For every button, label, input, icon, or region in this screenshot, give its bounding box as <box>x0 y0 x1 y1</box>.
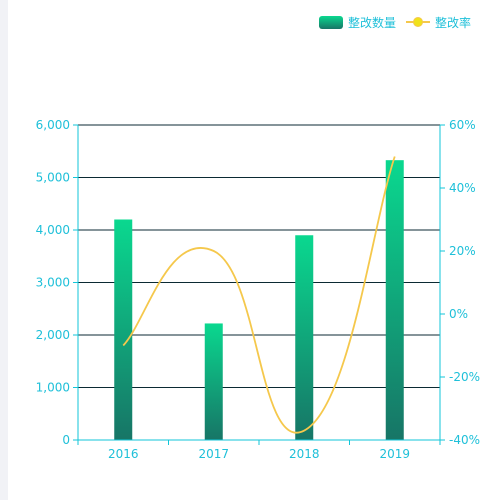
left-axis-tick-label: 0 <box>62 433 70 447</box>
right-axis-tick-label: 20% <box>449 244 476 258</box>
right-axis-tick-label: -20% <box>449 370 480 384</box>
line-series <box>122 156 396 434</box>
bar <box>385 160 404 441</box>
legend-item-bar[interactable]: 整改数量 <box>319 15 396 30</box>
x-axis-tick-label: 2016 <box>108 447 139 461</box>
legend-bar-swatch <box>319 16 343 29</box>
left-axis-tick-label: 5,000 <box>36 171 70 185</box>
bar-series <box>114 160 404 441</box>
grid-lines <box>78 124 440 388</box>
axes <box>73 124 445 445</box>
left-axis-tick-label: 6,000 <box>36 118 70 132</box>
right-axis-tick-label: -40% <box>449 433 480 447</box>
x-axis-tick-labels: 2016 2017 2018 2019 <box>108 447 410 461</box>
left-axis-tick-label: 1,000 <box>36 381 70 395</box>
right-axis-tick-labels: -40% -20% 0% 20% 40% 60% <box>449 118 480 447</box>
bar <box>114 219 133 440</box>
legend-item-line[interactable]: 整改率 <box>406 15 471 30</box>
left-axis-tick-label: 4,000 <box>36 223 70 237</box>
bar <box>295 235 314 440</box>
legend-line-marker <box>413 17 423 27</box>
legend-label-bar: 整改数量 <box>348 15 396 30</box>
right-axis-tick-label: 40% <box>449 181 476 195</box>
bar <box>204 323 223 440</box>
x-axis-tick-label: 2017 <box>198 447 229 461</box>
legend-label-line: 整改率 <box>435 15 471 30</box>
left-edge-strip <box>0 0 8 500</box>
right-axis-tick-label: 0% <box>449 307 468 321</box>
left-axis-tick-labels: 0 1,000 2,000 3,000 4,000 5,000 6,000 <box>36 118 70 447</box>
x-axis-tick-label: 2019 <box>379 447 410 461</box>
x-axis-tick-label: 2018 <box>289 447 320 461</box>
left-axis-tick-label: 2,000 <box>36 328 70 342</box>
rate-line <box>122 156 396 434</box>
right-axis-tick-label: 60% <box>449 118 476 132</box>
left-axis-tick-label: 3,000 <box>36 276 70 290</box>
legend: 整改数量 整改率 <box>319 15 471 30</box>
